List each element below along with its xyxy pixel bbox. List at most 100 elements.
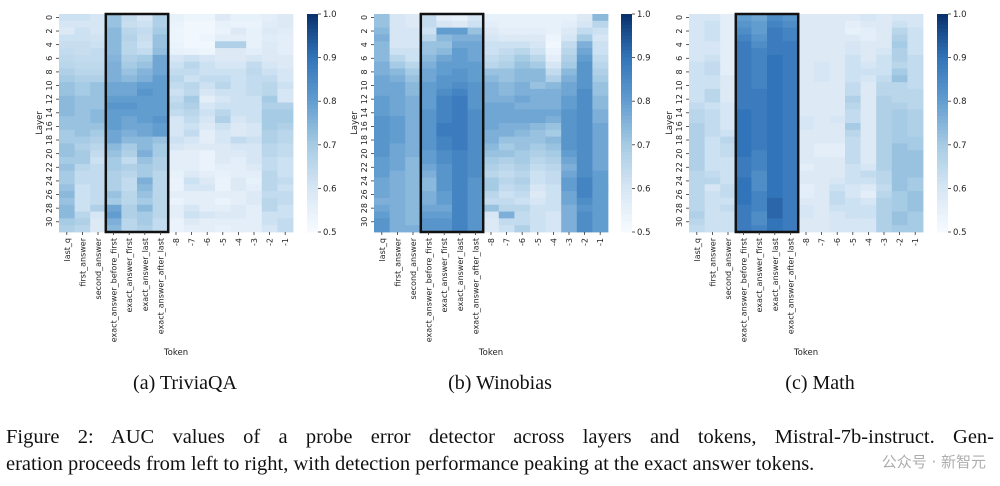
heatmap-cell [183, 61, 200, 69]
heatmap-cell [782, 218, 799, 226]
heatmap-cell [215, 102, 231, 110]
heatmap-cell [498, 150, 515, 158]
colorbar-segment [937, 112, 948, 117]
heatmap-cell [751, 61, 768, 69]
heatmap-cell [751, 68, 768, 76]
heatmap-cell [530, 88, 546, 97]
heatmap-cell [907, 211, 924, 219]
heatmap-cell [483, 48, 500, 56]
heatmap-cell [813, 163, 830, 172]
heatmap-cell [735, 61, 752, 69]
heatmap-cell [230, 170, 247, 178]
heatmap-cell [576, 150, 593, 158]
y-tick-label: 28 [360, 203, 369, 213]
heatmap-cell [389, 88, 406, 97]
heatmap-cell [514, 191, 531, 199]
heatmap-cell [59, 150, 75, 158]
colorbar-segment [307, 144, 318, 149]
heatmap-cell [907, 157, 924, 165]
heatmap-cell [751, 136, 768, 144]
heatmap-cell [137, 184, 153, 192]
heatmap-cell [246, 150, 263, 158]
heatmap-cell [891, 27, 908, 35]
heatmap-cell [689, 34, 705, 42]
x-tick-label: -8 [487, 238, 496, 246]
heatmap-cell [860, 197, 877, 206]
heatmap-cell [891, 204, 908, 212]
heatmap-cell [498, 109, 515, 117]
heatmap-cell [689, 95, 705, 103]
x-tick-label: -8 [802, 238, 811, 246]
heatmap-cell [199, 143, 216, 151]
x-tick-label: -7 [503, 238, 512, 246]
heatmap-cell [735, 204, 752, 212]
heatmap-cell [90, 27, 107, 35]
heatmap-cell [592, 95, 609, 103]
heatmap-cell [483, 34, 500, 42]
heatmap-cell [813, 225, 830, 233]
heatmap-cell [246, 170, 263, 178]
heatmap-cell [277, 197, 294, 206]
colorbar-tick-label: 0.7 [323, 141, 337, 151]
heatmap-cell [199, 48, 216, 56]
heatmap-cell [530, 184, 546, 192]
heatmap-cell [277, 61, 294, 69]
x-tick-label: -1 [596, 238, 605, 246]
heatmap-cell [592, 82, 609, 90]
heatmap-cell [767, 48, 783, 56]
heatmap-cell [907, 41, 924, 49]
heatmap-cell [199, 225, 216, 233]
heatmap-cell [405, 88, 422, 97]
heatmap-cell [105, 136, 122, 144]
x-tick-label: -7 [818, 238, 827, 246]
heatmap-cell [74, 177, 91, 185]
heatmap-cell [452, 109, 468, 117]
heatmap-cell [592, 61, 609, 69]
colorbar-segment [937, 75, 948, 80]
heatmap-cell [860, 109, 877, 117]
heatmap-cell [168, 116, 185, 124]
heatmap-cell [767, 163, 783, 172]
heatmap-cell [561, 34, 578, 42]
heatmap-cell [230, 48, 247, 56]
heatmap-cell [483, 68, 500, 76]
heatmap-cell [845, 150, 861, 158]
x-tick-label: -4 [549, 238, 558, 246]
heatmap-cell [168, 184, 185, 192]
heatmap-cell [277, 20, 294, 29]
heatmap-cell [498, 191, 515, 199]
heatmap-cell [74, 95, 91, 103]
heatmap-cell [230, 204, 247, 212]
heatmap-cell [105, 54, 122, 63]
heatmap-cell [420, 109, 437, 117]
heatmap-cell [168, 95, 185, 103]
heatmap-cell [720, 143, 737, 151]
heatmap-cell [389, 95, 406, 103]
colorbar-segment [621, 72, 632, 77]
heatmap-cell [59, 82, 75, 90]
heatmap-cell [105, 48, 122, 56]
heatmap-cell [845, 197, 861, 206]
heatmap-cell [704, 170, 721, 178]
colorbar-segment [937, 68, 948, 73]
heatmap-cell [90, 143, 107, 151]
heatmap-cell [829, 54, 846, 63]
heatmap-cell [576, 129, 593, 138]
heatmap-cell [405, 20, 422, 29]
heatmap-cell [689, 54, 705, 63]
heatmap-cell [720, 61, 737, 69]
x-tick-label: -5 [534, 238, 543, 246]
heatmap-cell [891, 20, 908, 29]
heatmap-cell [90, 68, 107, 76]
colorbar-segment [621, 46, 632, 51]
heatmap-cell [183, 48, 200, 56]
heatmap-cell [782, 61, 799, 69]
heatmap-cell [907, 68, 924, 76]
heatmap-cell [452, 163, 468, 172]
x-tick-label: first_answer [78, 237, 87, 286]
heatmap-cell [704, 34, 721, 42]
heatmap-cell [576, 102, 593, 110]
y-axis-label: Layer [350, 111, 360, 135]
heatmap-cell [689, 102, 705, 110]
heatmap-cell [720, 150, 737, 158]
